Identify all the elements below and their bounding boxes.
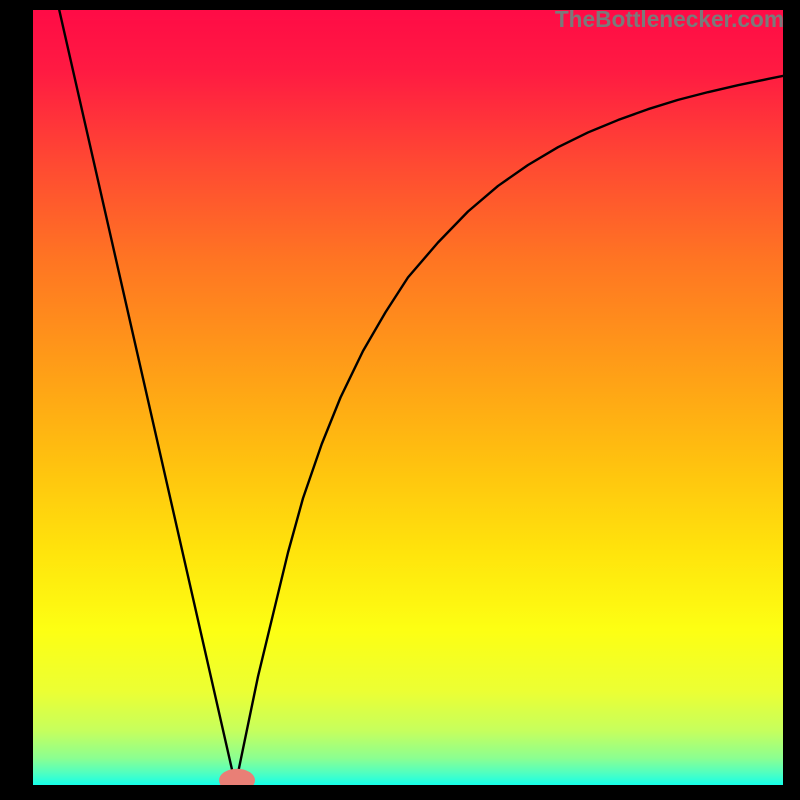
chart-container: TheBottlenecker.com <box>0 0 800 800</box>
plot-area <box>33 10 783 785</box>
curve-line <box>59 10 783 785</box>
curve-svg <box>33 10 783 785</box>
minimum-marker <box>219 769 255 785</box>
watermark-text: TheBottlenecker.com <box>555 6 784 33</box>
